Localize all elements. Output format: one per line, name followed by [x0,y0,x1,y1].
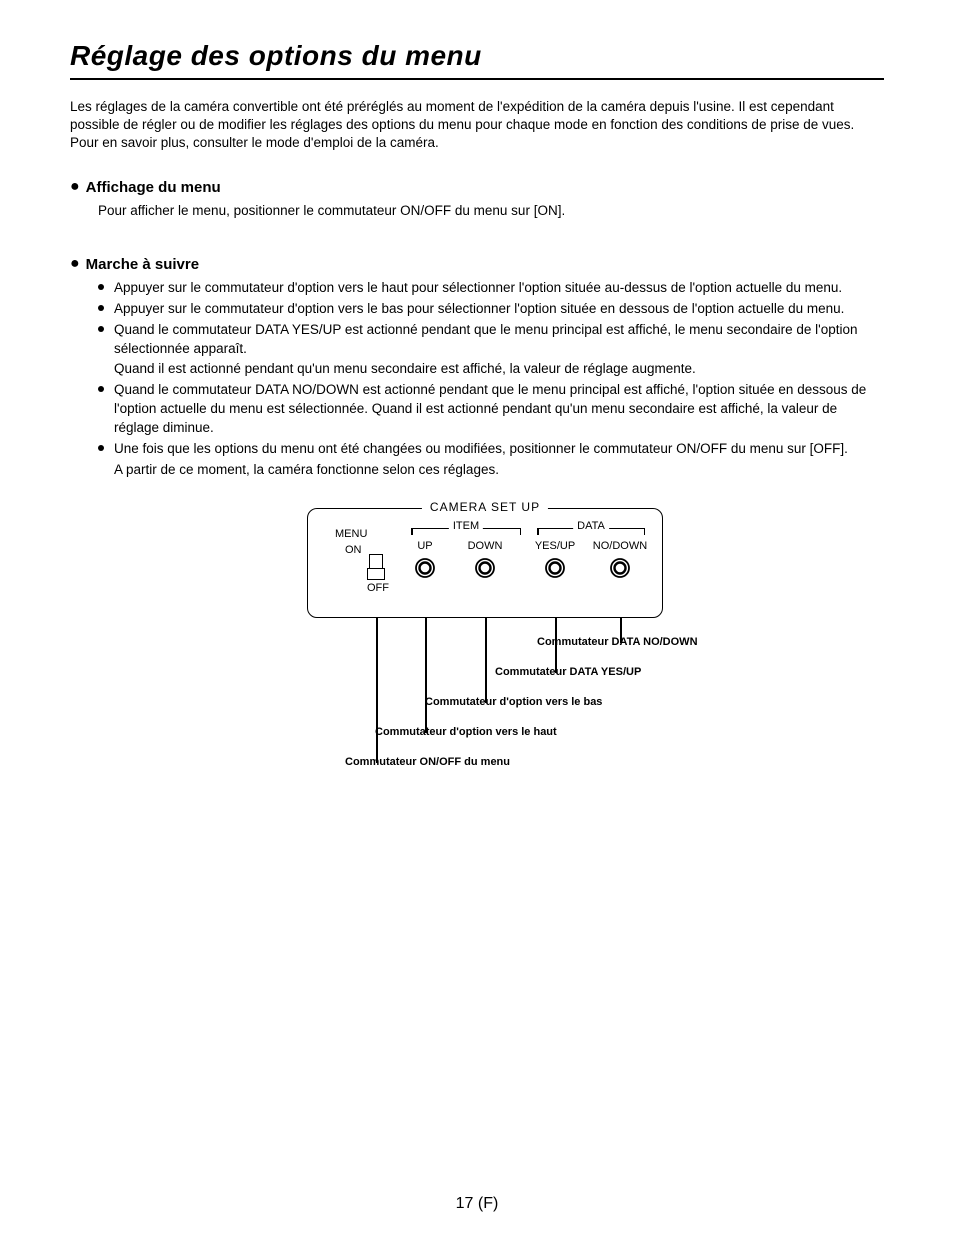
panel-inner: MENU ITEM DATA UP DOWN YES/UP NO/DOWN ON… [325,522,645,606]
off-label: OFF [367,582,389,594]
col-up-label: UP [417,540,432,552]
lead-item-down [485,618,487,703]
intro-text: Les réglages de la caméra convertible on… [70,98,884,153]
section-affichage-header: ● Affichage du menu [70,179,884,196]
section-marche-header: ● Marche à suivre [70,256,884,273]
lead-item-up [425,618,427,733]
panel: CAMERA SET UP MENU ITEM DATA UP DOWN YES… [307,508,663,618]
control-panel-diagram: CAMERA SET UP MENU ITEM DATA UP DOWN YES… [197,508,757,788]
step-text: Appuyer sur le commutateur d'option vers… [114,280,842,295]
callout-onoff: Commutateur ON/OFF du menu [345,756,510,768]
step-extra: Quand il est actionné pendant qu'un menu… [98,360,884,379]
page-title: Réglage des options du menu [70,40,884,72]
lead-onoff [376,618,378,763]
col-nodown-label: NO/DOWN [593,540,647,552]
data-yesup-button [545,558,565,578]
title-rule [70,78,884,80]
callout-item-up: Commutateur d'option vers le haut [375,726,557,738]
menu-switch-knob [367,568,385,580]
item-up-button [415,558,435,578]
bullet-icon: ● [70,256,80,272]
list-item: Appuyer sur le commutateur d'option vers… [98,300,884,319]
section-affichage-title: Affichage du menu [86,179,221,196]
bullet-icon: ● [70,179,80,195]
list-item: Quand le commutateur DATA NO/DOWN est ac… [98,381,884,438]
col-yesup-label: YES/UP [535,540,575,552]
col-down-label: DOWN [468,540,503,552]
section-affichage-body: Pour afficher le menu, positionner le co… [98,202,884,220]
step-text: Appuyer sur le commutateur d'option vers… [114,301,844,316]
panel-title: CAMERA SET UP [422,500,548,514]
step-extra: A partir de ce moment, la caméra fonctio… [98,461,884,480]
item-down-button [475,558,495,578]
callout-item-down: Commutateur d'option vers le bas [425,696,602,708]
step-text: Quand le commutateur DATA NO/DOWN est ac… [114,382,866,435]
callout-nodown: Commutateur DATA NO/DOWN [537,636,698,648]
page-number: 17 (F) [0,1195,954,1213]
menu-label: MENU [335,528,367,540]
callout-yesup: Commutateur DATA YES/UP [495,666,641,678]
data-nodown-button [610,558,630,578]
item-group-frame: ITEM [411,528,521,539]
list-item: Une fois que les options du menu ont été… [98,440,884,459]
section-marche-title: Marche à suivre [86,256,199,273]
data-group-label: DATA [573,520,609,532]
on-label: ON [345,544,362,556]
step-text: Une fois que les options du menu ont été… [114,441,848,456]
list-item: Quand le commutateur DATA YES/UP est act… [98,321,884,359]
steps-list: Quand le commutateur DATA NO/DOWN est ac… [98,381,884,459]
item-group-label: ITEM [449,520,483,532]
data-group-frame: DATA [537,528,645,539]
step-text: Quand le commutateur DATA YES/UP est act… [114,322,858,356]
steps-list: Appuyer sur le commutateur d'option vers… [98,279,884,359]
list-item: Appuyer sur le commutateur d'option vers… [98,279,884,298]
